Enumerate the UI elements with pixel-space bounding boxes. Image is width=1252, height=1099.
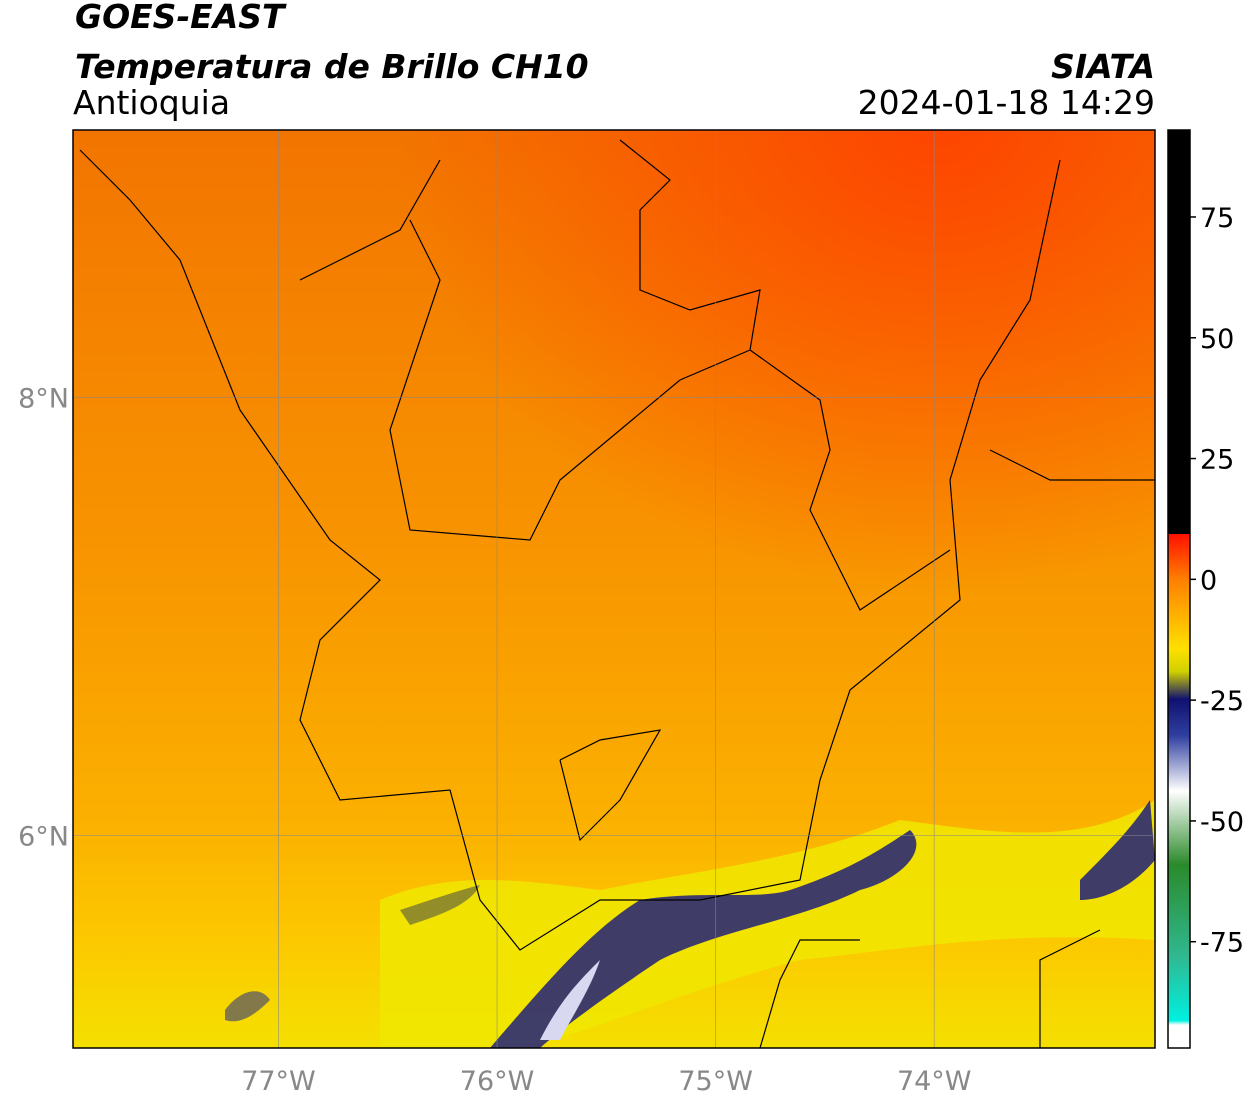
x-tick-label: 75°W (678, 1066, 753, 1097)
colorbar-tick-label: -25 (1200, 686, 1244, 717)
map-image (73, 130, 1155, 1049)
colorbar (1167, 129, 1191, 1049)
x-tick-label: 77°W (241, 1066, 316, 1097)
x-tick-label: 76°W (460, 1066, 535, 1097)
colorbar-tick-label: 25 (1200, 445, 1234, 476)
timestamp: 2024-01-18 14:29 (858, 83, 1155, 122)
source: SIATA (1051, 47, 1155, 86)
title: GOES-EAST (75, 0, 287, 36)
y-tick-label: 8°N (18, 383, 69, 414)
colorbar-tick-label: 50 (1200, 324, 1234, 355)
colorbar-tick-label: 0 (1200, 565, 1217, 596)
subtitle: Temperatura de Brillo CH10 (75, 47, 589, 86)
colorbar-tick-label: -50 (1200, 807, 1244, 838)
region: Antioquia (73, 83, 230, 122)
y-tick-label: 6°N (18, 821, 69, 852)
colorbar-tick-label: 75 (1200, 203, 1234, 234)
map-frame (72, 129, 1156, 1049)
x-tick-label: 74°W (897, 1066, 972, 1097)
colorbar-tick-label: -75 (1200, 928, 1244, 959)
